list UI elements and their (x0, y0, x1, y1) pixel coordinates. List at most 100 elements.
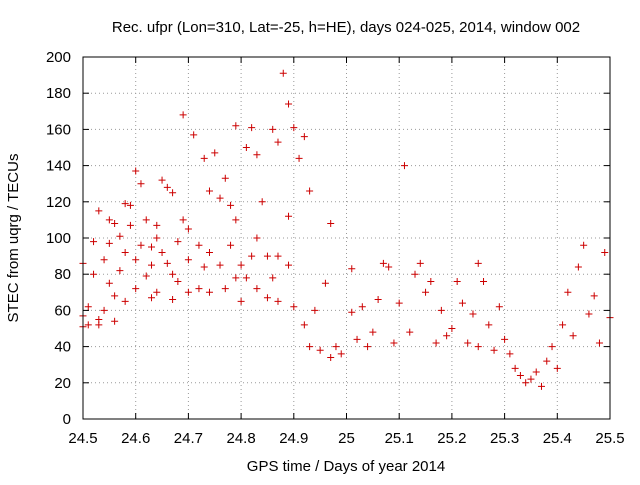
data-point (422, 288, 430, 296)
data-point (437, 306, 445, 314)
y-tick-labels: 0 20 40 60 80 100 120 140 160 180 200 (46, 49, 71, 428)
data-point (474, 259, 482, 267)
data-point (227, 201, 235, 209)
data-point (132, 256, 140, 264)
data-point (511, 364, 519, 372)
data-point (590, 292, 598, 300)
data-point (232, 122, 240, 130)
data-point (395, 299, 403, 307)
data-point (464, 339, 472, 347)
data-point (158, 248, 166, 256)
data-point (184, 256, 192, 264)
data-point (595, 339, 603, 347)
data-point (105, 239, 113, 247)
data-point (153, 221, 161, 229)
data-point (306, 343, 314, 351)
data-point (480, 277, 488, 285)
x-tick-label: 25.5 (595, 430, 624, 447)
data-point (358, 303, 366, 311)
data-point (163, 259, 171, 267)
data-point (111, 317, 119, 325)
data-point (448, 325, 456, 332)
data-point (142, 216, 150, 224)
data-point (121, 200, 129, 208)
data-point (221, 285, 229, 293)
data-point (169, 270, 177, 278)
data-point (95, 207, 103, 215)
data-point (184, 288, 192, 296)
data-point (248, 124, 256, 132)
data-point (116, 232, 124, 240)
data-point (90, 270, 98, 278)
data-point (242, 274, 250, 282)
data-point (379, 259, 387, 267)
data-point (406, 328, 414, 336)
data-point (263, 294, 271, 302)
data-point (111, 220, 119, 228)
data-point (205, 288, 213, 296)
y-tick-label: 180 (46, 85, 71, 102)
data-point (427, 277, 435, 285)
data-point (237, 297, 245, 305)
data-point (274, 138, 282, 146)
data-point (506, 350, 514, 358)
data-point (111, 292, 119, 300)
data-point (543, 357, 551, 365)
data-point (311, 306, 319, 314)
marks-layer (79, 69, 614, 390)
data-point (416, 259, 424, 267)
data-point (337, 350, 345, 358)
data-point (153, 234, 161, 242)
data-point (100, 256, 108, 264)
data-point (327, 220, 335, 228)
data-point (190, 131, 198, 139)
data-point (227, 241, 235, 249)
data-point (290, 303, 298, 311)
data-point (274, 297, 282, 305)
data-point (116, 267, 124, 275)
data-point (221, 174, 229, 182)
data-point (548, 343, 556, 351)
data-point (300, 133, 308, 141)
data-point (527, 375, 535, 383)
data-point (300, 321, 308, 329)
data-point (205, 187, 213, 195)
data-point (537, 382, 545, 390)
data-point (374, 296, 382, 304)
data-point (137, 241, 145, 249)
data-point (321, 279, 329, 287)
data-point (285, 212, 293, 220)
data-point (184, 225, 192, 233)
data-point (601, 248, 609, 256)
data-point (142, 272, 150, 280)
data-point (237, 261, 245, 269)
data-point (501, 335, 509, 343)
data-point (258, 198, 266, 206)
data-point (153, 288, 161, 296)
x-tick-label: 25.2 (437, 430, 466, 447)
data-point (158, 176, 166, 184)
chart-title: Rec. ufpr (Lon=310, Lat=-25, h=HE), days… (112, 19, 580, 36)
x-tick-label: 25.3 (490, 430, 519, 447)
data-point (411, 270, 419, 278)
data-point (574, 263, 582, 271)
data-point (458, 299, 466, 307)
data-point (290, 124, 298, 132)
grid-layer (83, 57, 610, 419)
data-point (84, 303, 92, 311)
data-point (585, 310, 593, 318)
data-point (285, 261, 293, 269)
data-point (469, 310, 477, 318)
data-point (148, 261, 156, 269)
data-point (216, 194, 224, 202)
data-point (232, 216, 240, 224)
ticks-layer (82, 56, 611, 420)
data-point (253, 151, 261, 159)
data-point (95, 321, 103, 329)
y-tick-label: 20 (54, 375, 71, 392)
data-point (105, 216, 113, 224)
data-point (364, 343, 372, 351)
data-point (432, 339, 440, 347)
data-point (169, 296, 177, 304)
